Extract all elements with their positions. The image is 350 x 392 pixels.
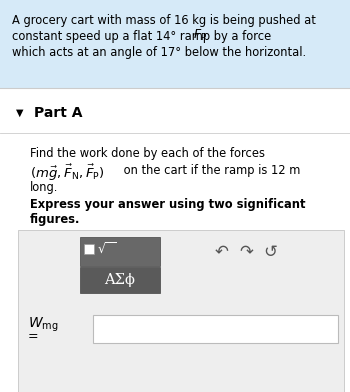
- Bar: [80, 267, 160, 293]
- Text: figures.: figures.: [30, 213, 80, 226]
- Text: constant speed up a flat 14° ramp by a force: constant speed up a flat 14° ramp by a f…: [12, 30, 275, 43]
- Text: Express your answer using two significant: Express your answer using two significan…: [30, 198, 306, 211]
- Text: ↷: ↷: [239, 243, 253, 261]
- Text: $\mathit{F}_{\mathrm{P}}$: $\mathit{F}_{\mathrm{P}}$: [193, 28, 207, 43]
- Text: ↶: ↶: [215, 243, 229, 261]
- Bar: [84, 244, 94, 254]
- Text: on the cart if the ramp is 12 m: on the cart if the ramp is 12 m: [120, 164, 300, 177]
- Text: which acts at an angle of 17° below the horizontal.: which acts at an angle of 17° below the …: [12, 46, 306, 59]
- Text: $\sqrt{\enspace}$: $\sqrt{\enspace}$: [97, 242, 116, 257]
- Text: A grocery cart with mass of 16 kg is being pushed at: A grocery cart with mass of 16 kg is bei…: [12, 14, 316, 27]
- Text: ▼: ▼: [16, 108, 23, 118]
- Text: ↺: ↺: [263, 243, 277, 261]
- Text: long.: long.: [30, 181, 58, 194]
- Bar: [93, 315, 338, 343]
- Text: =: =: [28, 330, 38, 343]
- Text: $W_{\mathrm{mg}}$: $W_{\mathrm{mg}}$: [28, 316, 58, 334]
- Text: AΣϕ: AΣϕ: [105, 273, 135, 287]
- Bar: [0, 0, 350, 88]
- Bar: [80, 237, 160, 266]
- Text: Part A: Part A: [34, 106, 83, 120]
- Bar: [18, 230, 344, 392]
- Text: $(m\vec{g},\vec{F}_{\mathrm{N}},\vec{F}_{\mathrm{P}})$: $(m\vec{g},\vec{F}_{\mathrm{N}},\vec{F}_…: [30, 163, 105, 183]
- Text: Find the work done by each of the forces: Find the work done by each of the forces: [30, 147, 265, 160]
